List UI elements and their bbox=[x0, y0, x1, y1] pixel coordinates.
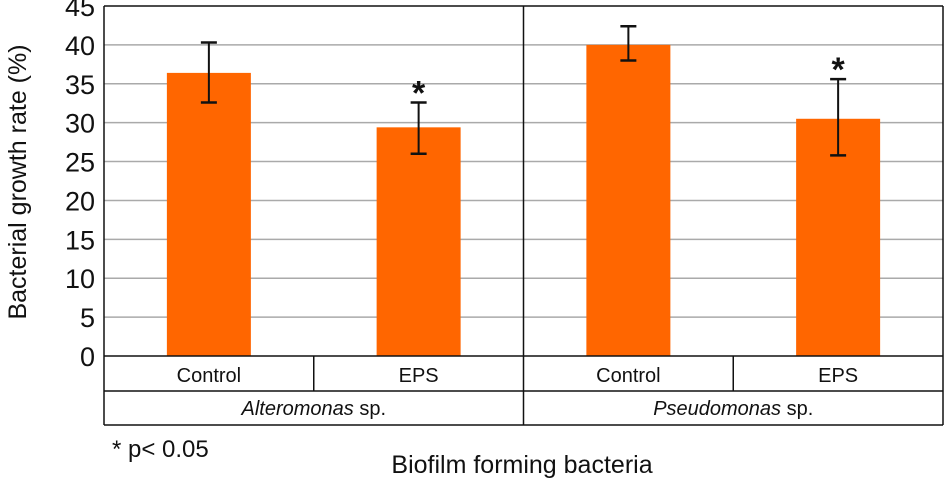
y-tick-label: 30 bbox=[65, 109, 95, 139]
bar bbox=[166, 72, 251, 356]
x-axis-label: Biofilm forming bacteria bbox=[391, 451, 652, 479]
bar bbox=[376, 127, 461, 356]
y-tick-label: 40 bbox=[65, 31, 95, 61]
group-label: Pseudomonas sp. bbox=[653, 398, 813, 420]
y-axis-label: Bacterial growth rate (%) bbox=[4, 44, 32, 319]
y-tick-label: 45 bbox=[65, 0, 95, 22]
y-tick-labels: 0 5 10 15 20 25 30 35 40 45 bbox=[65, 0, 95, 372]
y-tick-label: 0 bbox=[80, 342, 95, 372]
bars: ** bbox=[166, 24, 881, 357]
y-tick-label: 35 bbox=[65, 70, 95, 100]
bar bbox=[586, 44, 671, 357]
plot-frame bbox=[103, 5, 944, 426]
category-labels: Control EPS Control EPS Alteromonas sp. Pseud… bbox=[177, 365, 859, 420]
category-label: EPS bbox=[818, 365, 858, 387]
significance-note: * p< 0.05 bbox=[112, 436, 209, 463]
group-label: Alteromonas sp. bbox=[240, 398, 386, 420]
y-tick-label: 10 bbox=[65, 264, 95, 294]
category-label: EPS bbox=[399, 365, 439, 387]
y-tick-label: 25 bbox=[65, 148, 95, 178]
significance-marker: * bbox=[832, 51, 846, 89]
bar bbox=[796, 118, 881, 357]
y-tick-label: 5 bbox=[80, 303, 95, 333]
y-tick-label: 15 bbox=[65, 225, 95, 255]
category-label: Control bbox=[177, 365, 241, 387]
category-label: Control bbox=[596, 365, 660, 387]
y-tick-label: 20 bbox=[65, 186, 95, 216]
significance-marker: * bbox=[412, 74, 426, 112]
